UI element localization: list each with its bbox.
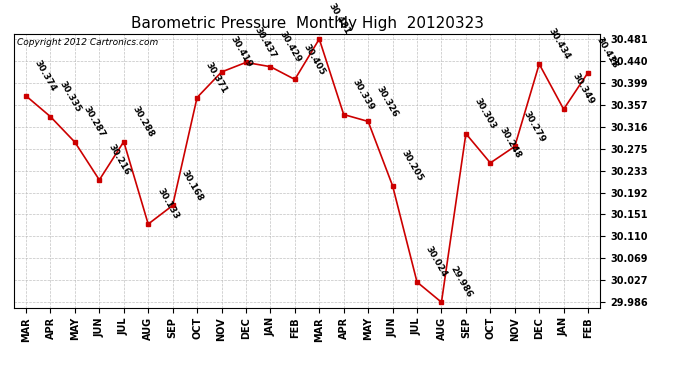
Text: 30.349: 30.349 [571,72,595,106]
Text: 30.374: 30.374 [33,58,58,93]
Text: 30.279: 30.279 [522,109,547,144]
Title: Barometric Pressure  Monthly High  20120323: Barometric Pressure Monthly High 2012032… [130,16,484,31]
Text: 30.437: 30.437 [253,25,278,60]
Text: 30.168: 30.168 [179,168,205,202]
Text: 30.303: 30.303 [473,97,497,131]
Text: 30.419: 30.419 [228,34,254,69]
Text: 30.024: 30.024 [424,245,449,279]
Text: 30.335: 30.335 [57,80,82,114]
Text: 30.481: 30.481 [326,2,351,36]
Text: 30.418: 30.418 [595,35,620,70]
Text: 30.205: 30.205 [400,149,424,183]
Text: 30.216: 30.216 [106,143,131,177]
Text: 30.371: 30.371 [204,60,229,95]
Text: 29.986: 29.986 [448,265,473,300]
Text: 30.434: 30.434 [546,27,571,61]
Text: 30.326: 30.326 [375,84,400,118]
Text: 30.405: 30.405 [302,42,327,76]
Text: 30.288: 30.288 [130,105,156,139]
Text: 30.429: 30.429 [277,29,302,64]
Text: 30.133: 30.133 [155,187,180,221]
Text: 30.287: 30.287 [82,105,107,140]
Text: 30.248: 30.248 [497,126,522,160]
Text: 30.339: 30.339 [351,77,376,112]
Text: Copyright 2012 Cartronics.com: Copyright 2012 Cartronics.com [17,38,158,47]
